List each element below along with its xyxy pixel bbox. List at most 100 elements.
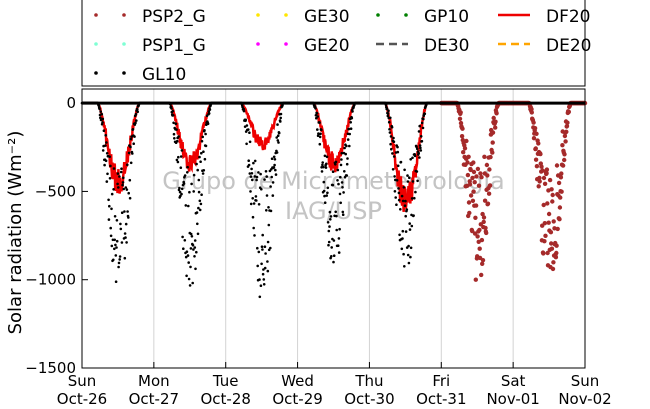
data-point	[551, 219, 556, 224]
data-point	[398, 233, 401, 237]
data-point	[421, 126, 425, 130]
data-point	[417, 130, 421, 133]
data-point	[260, 187, 263, 191]
data-point	[423, 112, 427, 116]
legend-label: GE30	[304, 7, 350, 27]
data-point	[120, 241, 124, 244]
data-point	[473, 215, 478, 220]
data-point	[385, 107, 389, 110]
data-point	[272, 166, 276, 169]
legend-label: PSP1_G	[142, 36, 206, 56]
data-point	[247, 163, 251, 167]
data-point	[488, 154, 493, 160]
data-point	[419, 149, 423, 152]
data-point	[557, 217, 562, 222]
data-point	[322, 180, 326, 184]
data-point	[471, 169, 477, 175]
data-point	[420, 139, 424, 143]
data-point	[475, 234, 480, 239]
data-point	[257, 203, 261, 206]
data-point	[111, 238, 115, 242]
legend-marker	[122, 42, 126, 46]
data-point	[179, 155, 183, 158]
data-point	[112, 258, 115, 262]
data-point	[123, 232, 127, 235]
data-point	[471, 160, 476, 165]
data-point	[107, 198, 110, 202]
legend-label: DE20	[546, 36, 591, 56]
data-point	[323, 154, 327, 158]
data-point	[334, 163, 337, 166]
data-point	[115, 239, 119, 243]
x-tick-label-day: Wed	[281, 372, 314, 390]
data-point	[108, 204, 111, 208]
data-point	[249, 190, 252, 193]
data-point	[180, 187, 184, 191]
data-point	[390, 147, 393, 151]
data-point	[531, 136, 537, 141]
data-point	[326, 186, 330, 190]
data-point	[537, 179, 542, 184]
data-point	[196, 168, 199, 172]
data-point	[457, 116, 463, 122]
data-point	[188, 284, 192, 287]
data-point	[420, 121, 424, 125]
data-point	[202, 169, 206, 172]
data-point	[187, 204, 190, 208]
data-point	[117, 265, 120, 269]
data-point	[259, 284, 263, 288]
legend-marker	[94, 71, 98, 75]
data-point	[272, 155, 276, 159]
data-point	[550, 266, 556, 272]
data-point	[314, 107, 317, 110]
data-point	[114, 243, 117, 247]
data-point	[258, 278, 261, 281]
data-point	[262, 278, 266, 281]
data-point	[392, 136, 395, 140]
data-point	[104, 159, 108, 163]
data-point	[334, 210, 338, 214]
data-point	[471, 189, 476, 194]
data-point	[494, 111, 499, 116]
data-point	[191, 281, 194, 285]
data-point	[252, 161, 255, 165]
data-point	[390, 125, 394, 129]
data-point	[555, 226, 560, 232]
data-point	[320, 170, 324, 173]
data-point	[251, 215, 255, 219]
data-point	[416, 179, 419, 183]
data-point	[263, 178, 266, 181]
data-point	[336, 168, 340, 172]
data-point	[197, 190, 201, 194]
data-point	[407, 244, 410, 248]
data-point	[406, 180, 410, 183]
data-point	[318, 142, 322, 146]
data-point	[546, 220, 551, 225]
data-point	[339, 175, 342, 179]
data-point	[316, 128, 319, 131]
data-point	[491, 115, 496, 121]
data-point	[331, 183, 335, 187]
data-point	[207, 112, 211, 115]
data-point	[346, 157, 349, 160]
data-point	[199, 160, 202, 163]
data-point	[327, 240, 331, 244]
legend-entry-gl10: GL10	[94, 65, 186, 85]
data-point	[178, 186, 181, 190]
data-point	[274, 173, 278, 176]
data-point	[485, 173, 490, 178]
legend-marker	[376, 13, 380, 17]
data-point	[472, 180, 477, 185]
data-point	[201, 172, 205, 175]
data-point	[465, 172, 471, 178]
data-point	[413, 196, 416, 200]
data-point	[185, 274, 188, 278]
data-point	[460, 126, 465, 131]
legend-marker	[284, 42, 288, 46]
data-point	[203, 129, 206, 132]
data-point	[542, 181, 548, 186]
data-point	[468, 167, 473, 173]
series-line-df20	[369, 101, 442, 212]
data-point	[248, 131, 251, 134]
data-point	[551, 260, 556, 265]
